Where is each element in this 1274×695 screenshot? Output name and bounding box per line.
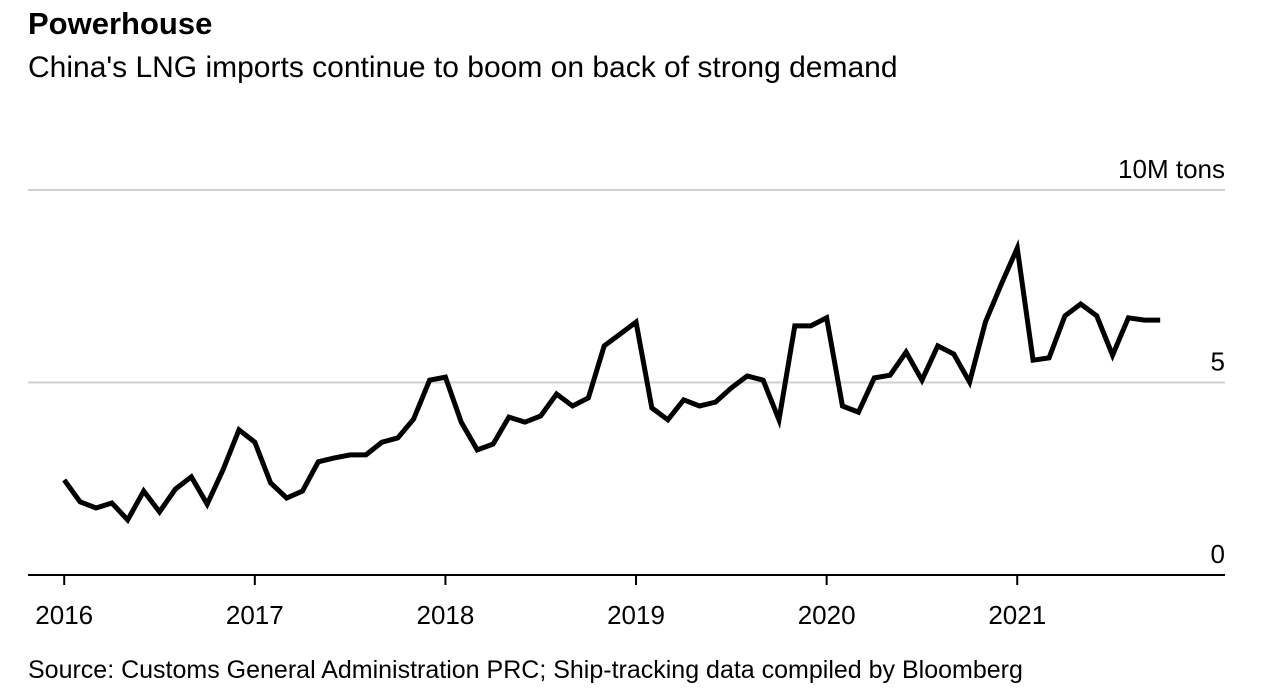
x-tick-label: 2016 [35, 600, 93, 630]
x-tick-label: 2021 [988, 600, 1046, 630]
chart-title: Powerhouse [28, 6, 212, 41]
x-tick-label: 2018 [417, 600, 475, 630]
y-tick-label: 5 [1211, 347, 1225, 377]
y-tick-label: 10M tons [1118, 154, 1225, 184]
x-tick-label: 2019 [607, 600, 665, 630]
chart-subtitle: China's LNG imports continue to boom on … [28, 51, 898, 84]
y-tick-label: 0 [1211, 539, 1225, 569]
x-tick-label: 2017 [226, 600, 284, 630]
source-note: Source: Customs General Administration P… [28, 656, 1023, 684]
data-line [62, 239, 1161, 525]
x-tick-label: 2020 [798, 600, 856, 630]
